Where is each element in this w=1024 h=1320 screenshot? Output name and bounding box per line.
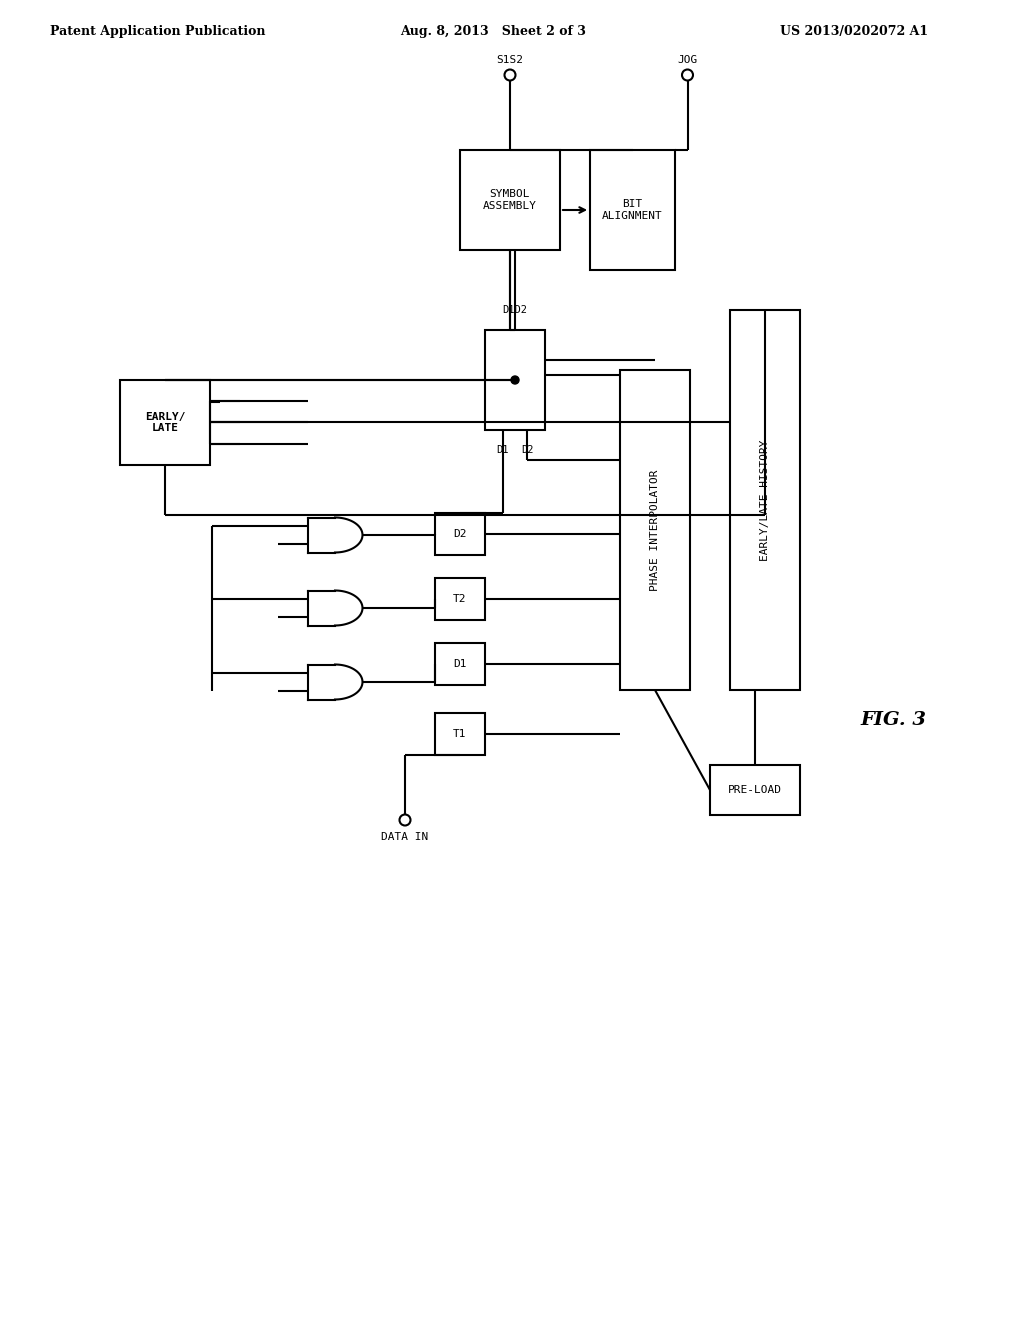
Text: BIT
ALIGNMENT: BIT ALIGNMENT (602, 199, 663, 220)
Text: T1: T1 (454, 729, 467, 739)
Circle shape (511, 376, 519, 384)
FancyBboxPatch shape (435, 643, 485, 685)
Text: DATA IN: DATA IN (381, 832, 429, 842)
Text: JOG: JOG (677, 55, 697, 65)
FancyBboxPatch shape (620, 370, 690, 690)
Text: EARLY/LATE HISTORY: EARLY/LATE HISTORY (760, 440, 770, 561)
Text: D2: D2 (454, 529, 467, 539)
Text: Patent Application Publication: Patent Application Publication (50, 25, 265, 38)
Text: D1: D1 (454, 659, 467, 669)
Text: SYMBOL
ASSEMBLY: SYMBOL ASSEMBLY (483, 189, 537, 211)
FancyBboxPatch shape (435, 578, 485, 620)
Text: PRE-LOAD: PRE-LOAD (728, 785, 782, 795)
FancyBboxPatch shape (120, 380, 210, 465)
Text: D1D2: D1D2 (503, 305, 527, 315)
FancyBboxPatch shape (710, 766, 800, 814)
Text: EARLY/
LATE: EARLY/ LATE (144, 412, 185, 433)
Text: S1S2: S1S2 (497, 55, 523, 65)
Text: FIG. 3: FIG. 3 (860, 711, 926, 729)
Text: D2: D2 (521, 445, 534, 455)
Text: D1: D1 (497, 445, 509, 455)
FancyBboxPatch shape (590, 150, 675, 271)
FancyBboxPatch shape (485, 330, 545, 430)
Text: PHASE INTERPOLATOR: PHASE INTERPOLATOR (650, 469, 660, 591)
Text: US 2013/0202072 A1: US 2013/0202072 A1 (780, 25, 928, 38)
FancyBboxPatch shape (435, 713, 485, 755)
Text: Aug. 8, 2013   Sheet 2 of 3: Aug. 8, 2013 Sheet 2 of 3 (400, 25, 586, 38)
FancyBboxPatch shape (460, 150, 560, 249)
FancyBboxPatch shape (435, 513, 485, 554)
Text: T2: T2 (454, 594, 467, 605)
FancyBboxPatch shape (730, 310, 800, 690)
